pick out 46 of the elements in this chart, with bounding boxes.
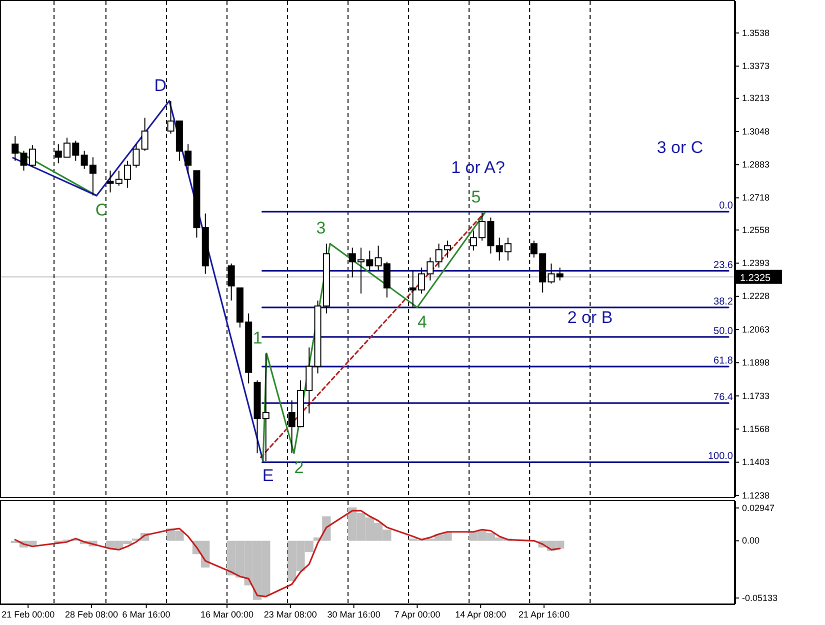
ref-line-label: 1.2325: [740, 272, 772, 284]
y-tick-label: 1.3373: [742, 61, 770, 72]
series-label: 38.2: [714, 296, 734, 308]
x-tick-label: 16 Mar 00:00: [200, 609, 254, 620]
y-tick-label: 1.1238: [742, 490, 770, 500]
y-tick-label: 1.2228: [742, 291, 770, 302]
x-tick-label: 21 Apr 16:00: [518, 609, 570, 620]
y-tick-label: 1.2558: [742, 224, 770, 235]
annotation: E: [262, 466, 274, 486]
y-tick-label: 0.02947: [742, 502, 775, 513]
y-tick-label: 1.3048: [742, 126, 770, 136]
series-label: 76.4: [714, 392, 734, 404]
y-tick-label: 1.1568: [742, 424, 770, 434]
annotation: D: [154, 76, 166, 95]
series-label: 0.0: [719, 200, 734, 212]
y-tick-label: 1.1898: [742, 358, 770, 368]
annotation: C: [95, 200, 108, 220]
annotation: 2 or B: [567, 308, 613, 327]
x-tick-label: 6 Mar 16:00: [122, 609, 170, 620]
y-tick-label: 1.2883: [742, 160, 770, 170]
y-tick-label: 1.2718: [742, 192, 770, 203]
annotation: 5: [471, 188, 481, 207]
annotation: 1 or A?: [451, 158, 505, 177]
annotation: 4: [417, 312, 427, 332]
x-tick-label: 30 Mar 16:00: [327, 609, 380, 620]
series-label: 50.0: [714, 326, 734, 337]
y-tick-label: 1.1733: [742, 390, 770, 401]
x-tick-label: 7 Apr 00:00: [394, 609, 440, 620]
y-tick-label: 1.2063: [742, 324, 770, 334]
x-tick-label: 14 Apr 08:00: [455, 609, 506, 620]
y-tick-label: 1.1403: [742, 457, 770, 468]
series-label: 23.6: [714, 260, 734, 271]
y-tick-label: 1.2393: [742, 258, 770, 268]
annotation: 3 or C: [656, 138, 704, 157]
y-tick-label: 1.3213: [742, 93, 770, 104]
y-tick-label: 1.3538: [742, 28, 770, 38]
y-tick-label: 0.00: [742, 536, 760, 546]
y-tick-label: -0.05133: [742, 592, 778, 603]
annotation: 2: [294, 458, 304, 478]
series-label: 61.8: [714, 356, 734, 367]
annotation: 3: [316, 218, 326, 238]
x-tick-label: 23 Mar 08:00: [264, 609, 317, 620]
series-label: 100.0: [708, 451, 734, 462]
x-tick-label: 21 Feb 00:00: [2, 609, 55, 620]
annotation: 1: [252, 328, 262, 348]
x-tick-label: 28 Feb 08:00: [64, 609, 118, 620]
